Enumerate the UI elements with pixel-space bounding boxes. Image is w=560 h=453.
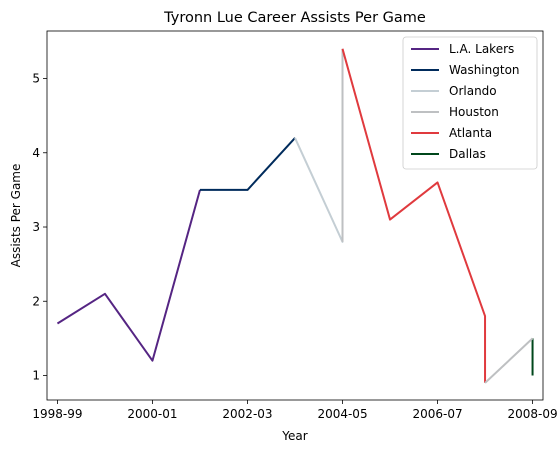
y-tick-label: 1 [32,368,40,382]
y-tick-label: 5 [32,72,40,86]
x-tick-label: 2000-01 [127,407,177,421]
x-axis-ticks: 1998-99 2000-01 2002-03 2004-05 2006-07 2008-… [32,400,558,421]
y-tick-label: 3 [32,220,40,234]
y-axis-ticks: 1 2 3 4 5 [32,72,47,382]
series-line-segment-6 [484,337,534,384]
x-tick-label: 2006-07 [412,407,462,421]
y-axis-label: Assists Per Game [9,164,23,268]
plot-frame [46,30,544,401]
series-layer [56,48,534,384]
legend-label-houston: Houston [449,105,499,119]
legend-label-washington: Washington [449,63,520,77]
x-tick-label: 2004-05 [317,407,367,421]
legend-label-dallas: Dallas [449,147,486,161]
x-tick-label: 2008-09 [507,407,557,421]
x-tick-label: 2002-03 [222,407,272,421]
legend-label-orlando: Orlando [449,84,497,98]
x-tick-label: 1998-99 [32,407,82,421]
series-line-atlanta [341,48,487,383]
legend-label-atlanta: Atlanta [449,126,492,140]
series-line-washington [199,137,296,191]
y-tick-label: 2 [32,294,40,308]
legend: L.A. Lakers Washington Orlando Houston Atlan… [402,36,538,170]
x-axis-label: Year [281,429,307,443]
series-line-orlando [294,48,344,243]
series-line-l-a-lakers [56,189,201,362]
legend-label-l-a-lakers: L.A. Lakers [449,42,514,56]
y-tick-label: 4 [32,146,40,160]
chart-title: Tyronn Lue Career Assists Per Game [163,10,426,26]
